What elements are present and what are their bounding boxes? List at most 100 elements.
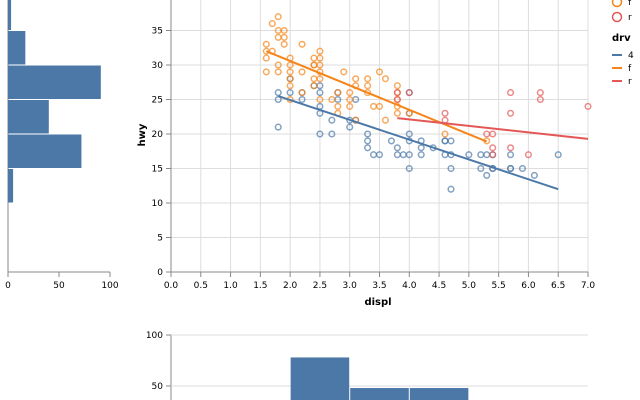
- scatter-x-axis: 0.0 0.5 1.0 1.5 2.0 2.5 3.0 3.5 4.0 4.5 5.0 5.5 6.0 6…: [164, 271, 595, 291]
- bottom-hist-tick-label: 100: [146, 331, 163, 341]
- trend-line-r: [397, 117, 589, 140]
- data-point-4: [364, 130, 372, 138]
- data-point-f: [441, 130, 449, 138]
- legend-circle-r: [611, 11, 623, 23]
- data-point-f: [286, 68, 294, 76]
- data-point-4: [483, 151, 491, 159]
- data-point-f: [393, 82, 401, 90]
- data-point-f: [346, 89, 354, 97]
- data-point-f: [298, 40, 306, 48]
- data-point-4: [447, 185, 455, 193]
- data-point-4: [316, 130, 324, 138]
- data-point-f: [286, 75, 294, 83]
- left-hist-bar: [8, 134, 82, 168]
- data-point-r: [393, 95, 401, 104]
- data-point-f: [364, 82, 372, 90]
- data-point-4: [554, 151, 562, 159]
- data-point-f: [316, 75, 324, 83]
- legend-circle-f: [611, 0, 623, 8]
- legend-entry-label: f: [628, 64, 632, 74]
- data-point-4: [447, 137, 455, 145]
- data-point-4: [441, 137, 449, 145]
- data-point-4: [507, 151, 515, 159]
- data-point-f: [334, 89, 342, 97]
- data-point-f: [393, 109, 401, 117]
- y-axis-title: hwy: [137, 123, 148, 146]
- data-point-r: [584, 102, 592, 110]
- y-tick-label: 35: [152, 27, 163, 37]
- data-point-r: [489, 130, 497, 138]
- x-tick-label: 4.0: [402, 281, 417, 291]
- data-point-4: [405, 130, 413, 138]
- data-point-f: [328, 95, 336, 104]
- data-point-4: [298, 95, 306, 104]
- data-point-f: [316, 54, 324, 62]
- left-hist-bar: [8, 169, 14, 203]
- x-tick-label: 3.0: [343, 281, 358, 291]
- data-point-f: [262, 40, 270, 48]
- data-point-4: [328, 116, 336, 124]
- data-point-4: [328, 130, 336, 138]
- scatter-y-axis: 0 5 10 15 20 25 30 35: [152, 0, 172, 278]
- data-point-f: [364, 75, 372, 83]
- y-tick-label: 15: [152, 165, 163, 175]
- data-point-r: [536, 95, 544, 104]
- data-point-4: [417, 151, 425, 159]
- data-point-f: [286, 61, 294, 69]
- bottom-hist-bar: [409, 388, 469, 400]
- data-point-4: [507, 164, 515, 173]
- data-point-r: [507, 144, 515, 152]
- data-point-4: [274, 123, 282, 131]
- left-hist-bar: [8, 100, 49, 134]
- data-point-4: [417, 144, 425, 152]
- bottom-histogram: 100 50: [146, 331, 588, 400]
- x-tick-label: 1.0: [223, 281, 238, 291]
- data-point-r: [441, 109, 449, 117]
- data-point-r: [489, 151, 497, 159]
- data-point-f: [375, 102, 384, 110]
- data-point-f: [381, 75, 390, 83]
- x-tick-label: 5.5: [491, 281, 505, 291]
- left-hist-bar: [8, 31, 26, 65]
- data-point-f: [352, 75, 360, 83]
- data-point-4: [405, 164, 413, 173]
- data-point-f: [369, 102, 378, 110]
- data-point-f: [298, 89, 306, 97]
- data-point-f: [262, 68, 270, 76]
- trend-line-4: [277, 95, 559, 191]
- data-point-4: [465, 151, 473, 159]
- data-point-f: [310, 54, 318, 62]
- y-tick-label: 10: [152, 199, 164, 209]
- bottom-hist-tick-label: 50: [152, 382, 164, 392]
- data-point-f: [262, 54, 270, 62]
- data-point-f: [346, 102, 354, 110]
- bottom-hist-bar: [290, 357, 350, 400]
- data-point-f: [274, 61, 282, 69]
- data-point-4: [316, 89, 324, 97]
- data-point-4: [477, 164, 485, 173]
- data-point-f: [310, 61, 318, 69]
- data-point-f: [340, 68, 348, 76]
- data-point-4: [387, 137, 395, 145]
- data-point-f: [316, 95, 324, 104]
- x-tick-label: 1.5: [253, 281, 267, 291]
- data-point-4: [393, 144, 401, 152]
- legend-entry-label: 4: [628, 51, 634, 61]
- data-point-4: [346, 123, 354, 131]
- scatter-plot: 0.0 0.5 1.0 1.5 2.0 2.5 3.0 3.5 4.0 4.5 5.0 5.5 6.0 6…: [137, 0, 595, 308]
- data-point-f: [274, 33, 282, 41]
- legend-circle-label: r: [628, 13, 632, 23]
- data-point-f: [280, 40, 288, 48]
- x-tick-label: 2.5: [313, 281, 327, 291]
- data-point-f: [334, 102, 342, 110]
- data-point-4: [364, 144, 372, 152]
- left-hist-tick-label: 50: [53, 281, 65, 291]
- x-axis-title: displ: [364, 297, 391, 308]
- data-point-4: [447, 164, 455, 173]
- data-point-r: [405, 89, 413, 97]
- data-point-f: [381, 116, 390, 124]
- scatter-trend-lines: [265, 50, 589, 191]
- left-hist-tick-label: 100: [101, 281, 118, 291]
- x-tick-label: 5.0: [462, 281, 477, 291]
